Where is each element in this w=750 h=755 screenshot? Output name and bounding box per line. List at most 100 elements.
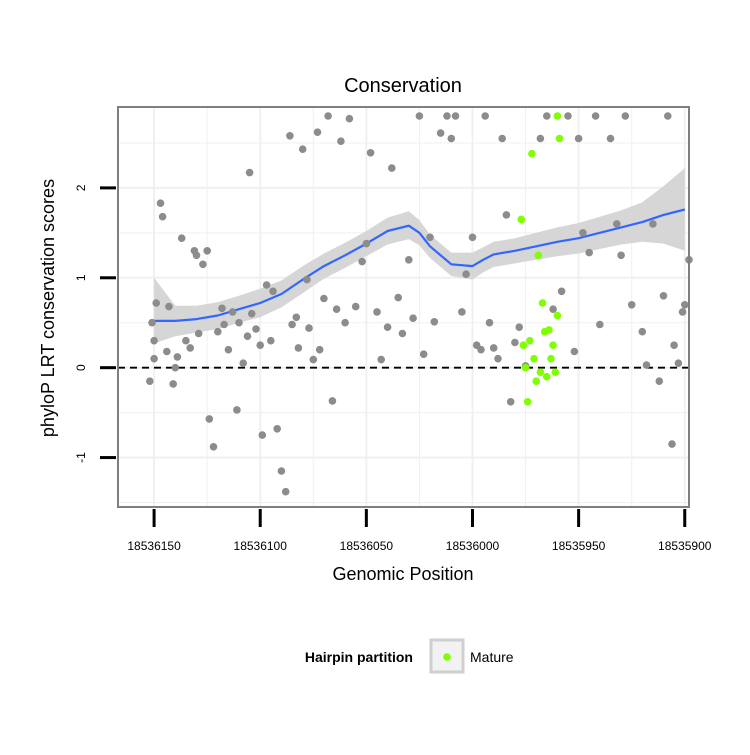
position-point [613, 220, 621, 228]
position-point [328, 397, 337, 405]
legend-title: Hairpin partition [305, 649, 413, 665]
position-point [627, 301, 636, 309]
position-point [574, 134, 583, 143]
position-point [220, 320, 228, 329]
position-point [489, 344, 498, 352]
mature-point [523, 398, 532, 406]
points-layer [146, 112, 693, 496]
mature-point [545, 326, 553, 334]
position-point [511, 338, 519, 347]
position-point [621, 112, 630, 120]
position-point [468, 233, 477, 242]
position-point [218, 304, 226, 313]
position-point [205, 415, 214, 423]
y-tick-label: 0 [74, 364, 88, 371]
position-point [543, 112, 551, 120]
position-point [158, 212, 167, 221]
x-tick-label: 18536050 [340, 539, 394, 553]
position-point [430, 318, 439, 326]
confidence-band-layer [154, 168, 685, 344]
position-point [358, 257, 366, 266]
position-point [345, 114, 354, 123]
position-point [642, 361, 651, 369]
x-tick-label: 18535950 [552, 539, 606, 553]
position-point [305, 324, 313, 332]
position-point [199, 260, 207, 269]
y-tick-label: 1 [74, 274, 88, 281]
legend: Hairpin partition Mature [305, 638, 514, 674]
mature-point [553, 112, 562, 120]
position-point [303, 275, 311, 284]
position-point [288, 320, 296, 329]
position-point [451, 112, 460, 120]
position-point [415, 112, 424, 120]
legend-key-point [443, 653, 451, 661]
mature-point [530, 354, 538, 363]
position-point [169, 380, 177, 388]
position-point [377, 355, 386, 364]
plot-panel [118, 107, 689, 507]
panel-border [117, 106, 690, 508]
position-point [148, 318, 156, 327]
position-point [209, 443, 218, 451]
position-point [269, 287, 277, 296]
position-point [481, 112, 490, 120]
position-point [186, 344, 194, 352]
smooth-line [154, 208, 686, 322]
position-point [171, 363, 180, 372]
position-point [373, 308, 381, 316]
position-point [294, 344, 303, 352]
position-point [177, 234, 186, 242]
position-point [579, 229, 587, 237]
position-point [649, 220, 657, 228]
position-point [224, 345, 233, 354]
mature-point [532, 377, 540, 386]
position-point [436, 129, 445, 137]
mature-point [543, 372, 551, 381]
position-point [388, 164, 396, 172]
position-point [494, 354, 502, 363]
position-point [398, 329, 407, 338]
mature-point [517, 215, 526, 224]
position-point [405, 255, 413, 264]
position-point [664, 112, 672, 120]
position-point [292, 313, 301, 322]
mature-point [526, 336, 534, 345]
position-point [678, 308, 687, 316]
position-point [324, 112, 332, 120]
position-point [247, 309, 256, 318]
position-point [173, 353, 182, 361]
position-point [362, 239, 371, 248]
position-point [659, 292, 668, 300]
position-point [341, 318, 349, 327]
position-point [564, 112, 572, 120]
y-tick-label: 2 [74, 184, 88, 191]
position-point [182, 336, 190, 345]
position-point [617, 251, 625, 260]
mature-point [555, 134, 564, 143]
position-point [591, 112, 600, 120]
mature-point [549, 341, 557, 350]
position-point [506, 398, 515, 406]
position-point [366, 149, 375, 157]
position-point [337, 137, 345, 145]
position-point [228, 308, 237, 316]
position-point [214, 327, 222, 336]
x-tick-label: 18535900 [658, 539, 712, 553]
position-point [485, 318, 494, 327]
position-point [315, 345, 324, 354]
position-point [585, 248, 593, 257]
position-point [320, 294, 328, 303]
position-point [447, 134, 456, 143]
position-point [152, 299, 160, 307]
position-point [668, 440, 676, 448]
position-point [443, 112, 451, 120]
axes-layer: 18536150 18536100 18536050 18536000 18535950… [74, 106, 712, 553]
mature-point [528, 149, 536, 158]
mature-point [551, 368, 560, 377]
position-point [258, 431, 267, 439]
position-point [394, 293, 403, 302]
position-point [245, 168, 254, 177]
position-point [281, 487, 290, 496]
